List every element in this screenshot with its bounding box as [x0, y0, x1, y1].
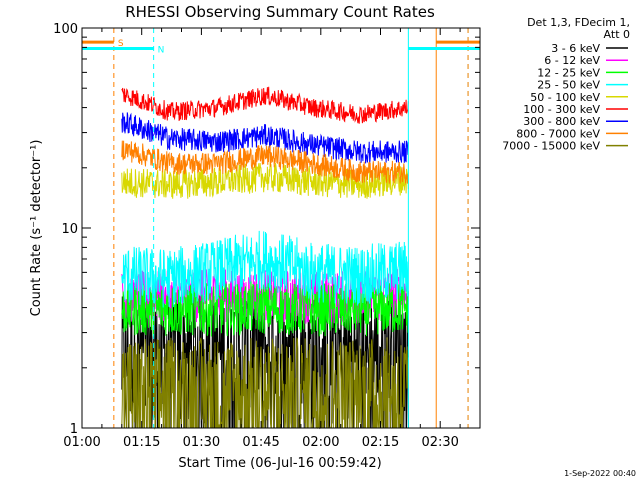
state-bar-label-1: N	[158, 45, 165, 55]
series-line-6	[121, 112, 409, 164]
series-line-4	[121, 162, 409, 199]
plot-area: SN	[81, 27, 481, 430]
legend-label-7: 800 - 7000 keV	[516, 127, 600, 140]
legend-label-5: 100 - 300 keV	[523, 103, 600, 116]
state-bar-label-0: S	[118, 39, 124, 49]
x-axis-ticks: 01:00 01:15 01:30 01:45 02:00 02:15 02:30	[63, 28, 481, 450]
legend-label-2: 12 - 25 keV	[537, 66, 600, 79]
legend-header-line-2: Att 0	[604, 28, 630, 41]
x-tick-label-5: 02:15	[362, 435, 399, 450]
x-tick-label-6: 02:30	[421, 435, 458, 450]
x-tick-label-3: 01:45	[242, 435, 279, 450]
y-tick-label-2: 100	[53, 22, 78, 37]
series-line-2	[121, 281, 409, 337]
series-line-5	[121, 86, 409, 124]
legend-header-line-1: Det 1,3, FDecim 1,	[527, 16, 630, 29]
legend-label-8: 7000 - 15000 keV	[502, 140, 600, 153]
x-tick-label-1: 01:15	[123, 435, 160, 450]
series-line-7	[121, 140, 409, 184]
x-tick-label-4: 02:00	[302, 435, 339, 450]
legend-label-4: 50 - 100 keV	[530, 91, 600, 104]
legend-label-6: 300 - 800 keV	[523, 115, 600, 128]
x-axis-label: Start Time (06-Jul-16 00:59:42)	[178, 456, 381, 471]
chart-title: RHESSI Observing Summary Count Rates	[125, 3, 435, 21]
y-axis-label: Count Rate (s⁻¹ detector⁻¹)	[29, 140, 44, 317]
x-tick-label-2: 01:30	[183, 435, 220, 450]
y-tick-label-1: 10	[61, 222, 78, 237]
y-tick-label-0: 1	[70, 422, 78, 437]
y-axis-ticks: 1 10 100	[53, 22, 480, 437]
legend-label-3: 25 - 50 keV	[537, 79, 600, 92]
legend-label-1: 6 - 12 keV	[544, 54, 600, 67]
footer-date: 1-Sep-2022 00:40	[564, 469, 636, 478]
x-tick-label-0: 01:00	[63, 435, 100, 450]
legend-label-0: 3 - 6 keV	[551, 42, 600, 55]
series-line-3	[121, 230, 409, 308]
